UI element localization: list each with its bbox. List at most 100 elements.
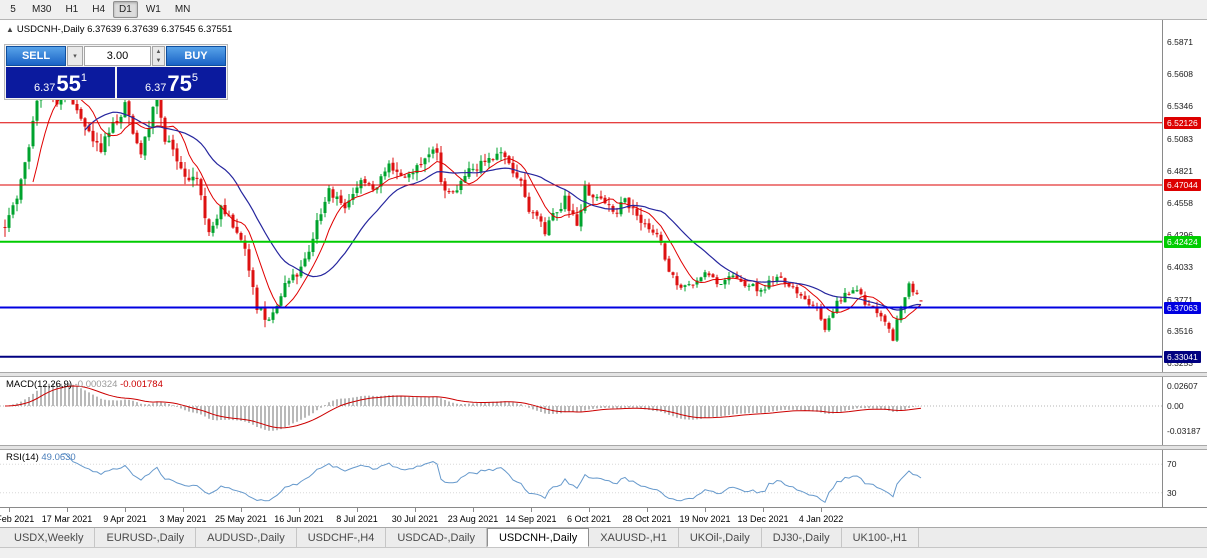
- buy-price-main: 75: [167, 71, 192, 97]
- date-tick: [531, 508, 532, 512]
- date-label: 13 Dec 2021: [737, 514, 789, 524]
- volume-spinner[interactable]: ▲ ▼: [152, 46, 165, 66]
- chart-canvas[interactable]: [0, 20, 1162, 507]
- rsi-indicator-label: RSI(14) 49.0630: [6, 452, 76, 463]
- chart-tab-xauusd-h1[interactable]: XAUUSD-,H1: [589, 528, 679, 547]
- date-axis[interactable]: 23 Feb 2021 17 Mar 2021 9 Apr 2021 3 May 20…: [0, 507, 1207, 527]
- volume-dropdown-button[interactable]: ▾: [67, 46, 83, 66]
- date-tick: [821, 508, 822, 512]
- timeframe-button-5[interactable]: 5: [10, 4, 16, 15]
- date-label: 23 Feb 2021: [0, 514, 35, 524]
- buy-button[interactable]: BUY: [166, 46, 226, 66]
- date-label: 8 Jul 2021: [336, 514, 378, 524]
- macd-main-value: -0.000324: [74, 379, 118, 390]
- sell-button[interactable]: SELL: [6, 46, 66, 66]
- price-line-badge: 6.33041: [1164, 350, 1201, 363]
- timeframe-button-h1[interactable]: H1: [65, 4, 79, 15]
- chart-tab-ukoil-daily[interactable]: UKOil-,Daily: [678, 528, 762, 547]
- chart-tab-uk100-h1[interactable]: UK100-,H1: [841, 528, 920, 547]
- price-axis-label: 6.4033: [1167, 262, 1193, 273]
- price-axis-label: 6.3771: [1167, 294, 1193, 305]
- chart-tab-bar: USDX,Weekly EURUSD-,Daily AUDUSD-,Daily USD…: [0, 527, 1207, 547]
- date-tick: [125, 508, 126, 512]
- price-axis-label: 6.4296: [1167, 230, 1193, 240]
- macd-name: MACD(12,26,9): [6, 379, 72, 390]
- timeframe-toolbar: 5 M30 H1 H4 D1 W1 MN: [0, 0, 1207, 20]
- price-axis-label: 6.5608: [1167, 69, 1193, 80]
- date-tick: [9, 508, 10, 512]
- price-axis-label: 6.3516: [1167, 325, 1193, 336]
- macd-axis-label: 0.00: [1167, 401, 1184, 411]
- one-click-collapse-icon[interactable]: ▲: [6, 25, 14, 34]
- timeframe-button-h4[interactable]: H4: [92, 4, 106, 15]
- buy-price-pip: 5: [191, 72, 199, 84]
- chart-tab-usdchf-h4[interactable]: USDCHF-,H4: [296, 528, 387, 547]
- date-label: 3 May 2021: [159, 514, 207, 524]
- chart-tab-usdx-weekly[interactable]: USDX,Weekly: [3, 528, 96, 547]
- pane-separator-rsi[interactable]: [0, 445, 1207, 450]
- price-line-badge: 6.37063: [1164, 301, 1201, 314]
- sell-price-main: 55: [56, 71, 81, 97]
- timeframe-button-w1[interactable]: W1: [145, 4, 161, 15]
- price-line-badge: 6.47044: [1164, 179, 1201, 191]
- chart-title: USDCNH-,Daily 6.37639 6.37639 6.37545 6.…: [16, 24, 233, 35]
- buy-price-display[interactable]: 6.37 75 5: [117, 67, 226, 98]
- pane-separator-macd[interactable]: [0, 372, 1207, 377]
- rsi-axis-label: 30: [1167, 487, 1177, 498]
- date-label: 25 May 2021: [214, 514, 268, 524]
- date-tick: [589, 508, 590, 512]
- date-tick: [299, 508, 300, 512]
- chart-tab-dj30-daily[interactable]: DJ30-,Daily: [761, 528, 842, 547]
- price-axis-label: 6.3253: [1167, 358, 1193, 369]
- spinner-down-icon[interactable]: ▼: [155, 57, 162, 64]
- date-tick: [241, 508, 242, 512]
- date-tick: [473, 508, 474, 512]
- date-label: 6 Oct 2021: [566, 514, 612, 524]
- sell-price-display[interactable]: 6.37 55 1: [6, 67, 115, 98]
- chart-tab-usdcnh-daily[interactable]: USDCNH-,Daily: [486, 528, 590, 547]
- price-axis-label: 6.5871: [1167, 37, 1193, 47]
- timeframe-button-d1[interactable]: D1: [113, 1, 138, 18]
- timeframe-button-m30[interactable]: M30: [32, 4, 52, 15]
- timeframe-button-mn[interactable]: MN: [174, 4, 191, 15]
- price-axis-label: 6.5083: [1167, 133, 1193, 144]
- price-axis-label: 6.5346: [1167, 101, 1193, 112]
- spinner-up-icon[interactable]: ▲: [155, 48, 162, 55]
- rsi-axis-label: 70: [1167, 459, 1177, 470]
- rsi-value: 49.0630: [41, 452, 76, 463]
- date-tick: [705, 508, 706, 512]
- date-tick: [183, 508, 184, 512]
- date-label: 9 Apr 2021: [103, 514, 147, 524]
- sell-price-prefix: 6.37: [33, 82, 56, 94]
- date-tick: [67, 508, 68, 512]
- price-axis-label: 6.4558: [1167, 198, 1193, 208]
- date-label: 30 Jul 2021: [391, 514, 439, 524]
- macd-axis-label: -0.03187: [1167, 425, 1201, 436]
- sell-price-pip: 1: [80, 72, 88, 84]
- date-label: 4 Jan 2022: [798, 514, 844, 524]
- date-label: 17 Mar 2021: [41, 514, 93, 524]
- date-tick: [415, 508, 416, 512]
- chart-tab-audusd-daily[interactable]: AUDUSD-,Daily: [196, 528, 297, 547]
- chart-tab-eurusd-daily[interactable]: EURUSD-,Daily: [95, 528, 197, 547]
- one-click-trading-panel: SELL ▾ 3.00 ▲ ▼ BUY 6.37 55 1 6.37: [4, 44, 228, 100]
- date-label: 14 Sep 2021: [505, 514, 557, 524]
- chevron-down-icon: ▾: [73, 53, 77, 60]
- chart-header: ▲ USDCNH-,Daily 6.37639 6.37639 6.37545 6…: [6, 24, 232, 35]
- volume-input[interactable]: 3.00: [84, 46, 151, 66]
- chart-area: ▲ USDCNH-,Daily 6.37639 6.37639 6.37545 6…: [0, 20, 1207, 507]
- date-tick: [647, 508, 648, 512]
- chart-tab-usdcad-daily[interactable]: USDCAD-,Daily: [386, 528, 487, 547]
- date-label: 28 Oct 2021: [622, 514, 672, 524]
- date-label: 19 Nov 2021: [679, 514, 731, 524]
- price-line-badge: 6.52126: [1164, 116, 1201, 129]
- date-label: 23 Aug 2021: [447, 514, 499, 524]
- date-tick: [357, 508, 358, 512]
- date-tick: [763, 508, 764, 512]
- price-axis[interactable]: 6.5871 6.5608 6.5346 6.5083 6.4821 6.4558 6.42…: [1162, 20, 1207, 507]
- macd-axis-label: 0.02607: [1167, 381, 1198, 391]
- macd-signal-value: -0.001784: [120, 379, 163, 390]
- macd-indicator-label: MACD(12,26,9) -0.000324 -0.001784: [6, 379, 163, 390]
- price-line-badge: 6.42424: [1164, 235, 1201, 248]
